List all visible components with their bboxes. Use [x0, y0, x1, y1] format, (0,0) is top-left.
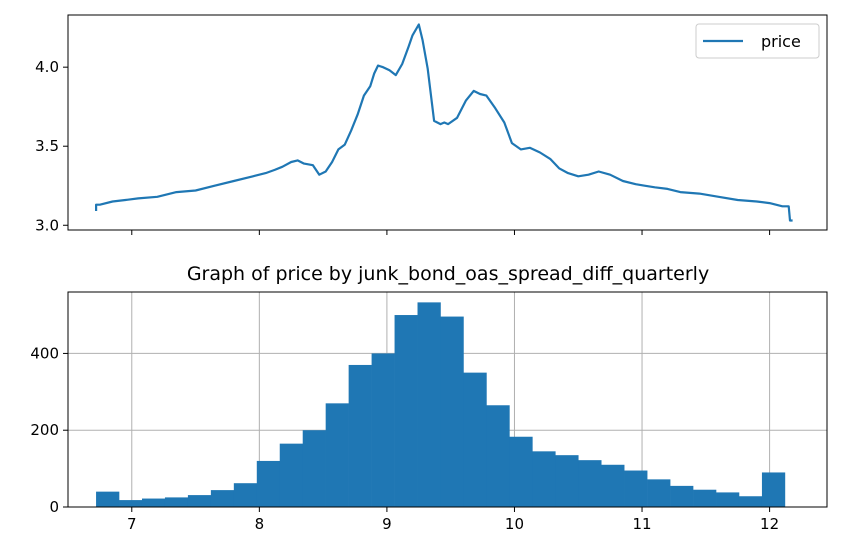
- histogram-bar: [164, 497, 189, 507]
- histogram-bar: [302, 430, 326, 507]
- histogram-bars: [96, 302, 786, 508]
- histogram-x-ticks: 7 8 9 10 11 12: [127, 507, 779, 533]
- y-tick-label: 0: [49, 498, 59, 516]
- histogram-bar: [210, 490, 235, 507]
- histogram-bar: [555, 455, 579, 507]
- histogram-bar: [486, 405, 510, 507]
- histogram-frame: [67, 291, 828, 508]
- histogram-bar: [761, 472, 786, 507]
- y-tick-label: 4.0: [35, 58, 59, 76]
- histogram-bar: [693, 489, 717, 507]
- x-tick-label: 11: [632, 515, 651, 533]
- histogram-bar: [624, 470, 648, 507]
- y-tick-label: 3.0: [35, 216, 59, 234]
- histogram-bar: [463, 372, 487, 508]
- y-tick-label: 400: [30, 344, 59, 362]
- x-tick-label: 12: [760, 515, 779, 533]
- histogram-title: Graph of price by junk_bond_oas_spread_d…: [187, 263, 709, 285]
- line-chart-x-ticks: [131, 230, 771, 235]
- histogram-bar: [96, 491, 120, 507]
- histogram-bar: [187, 495, 212, 507]
- legend: price: [695, 23, 820, 59]
- histogram-bar: [738, 496, 763, 507]
- histogram-bar: [371, 353, 395, 507]
- histogram-bar: [647, 479, 671, 507]
- histogram-bar: [509, 436, 533, 507]
- histogram-bar: [417, 302, 441, 507]
- legend-label-price: price: [761, 32, 801, 51]
- histogram-bar: [325, 403, 349, 507]
- histogram-bar: [716, 492, 740, 507]
- y-tick-label: 3.5: [35, 137, 59, 155]
- y-tick-label: 200: [30, 421, 59, 439]
- line-chart-panel: 3.0 3.5 4.0 price: [35, 14, 828, 235]
- histogram-bar: [279, 443, 304, 507]
- line-chart-frame: [67, 14, 828, 231]
- histogram-bar: [394, 315, 418, 507]
- histogram-bar: [670, 485, 694, 507]
- histogram-bar: [348, 364, 372, 507]
- histogram-bar: [141, 498, 166, 507]
- histogram-bar: [233, 483, 258, 507]
- x-tick-label: 7: [127, 515, 137, 533]
- x-tick-label: 10: [505, 515, 524, 533]
- histogram-bar: [532, 451, 556, 507]
- histogram-bar: [256, 460, 281, 507]
- series-line-price: [94, 23, 793, 222]
- line-chart-y-ticks: 3.0 3.5 4.0: [35, 58, 68, 234]
- histogram-bar: [119, 500, 143, 507]
- histogram-bar: [601, 464, 625, 507]
- histogram-bar: [578, 460, 602, 507]
- x-tick-label: 8: [255, 515, 265, 533]
- histogram-panel: Graph of price by junk_bond_oas_spread_d…: [30, 263, 828, 533]
- histogram-y-ticks: 0 200 400: [30, 344, 68, 516]
- legend-box: [695, 23, 820, 59]
- x-tick-label: 9: [382, 515, 392, 533]
- histogram-bar: [440, 316, 464, 507]
- line-plot-area: [94, 23, 793, 222]
